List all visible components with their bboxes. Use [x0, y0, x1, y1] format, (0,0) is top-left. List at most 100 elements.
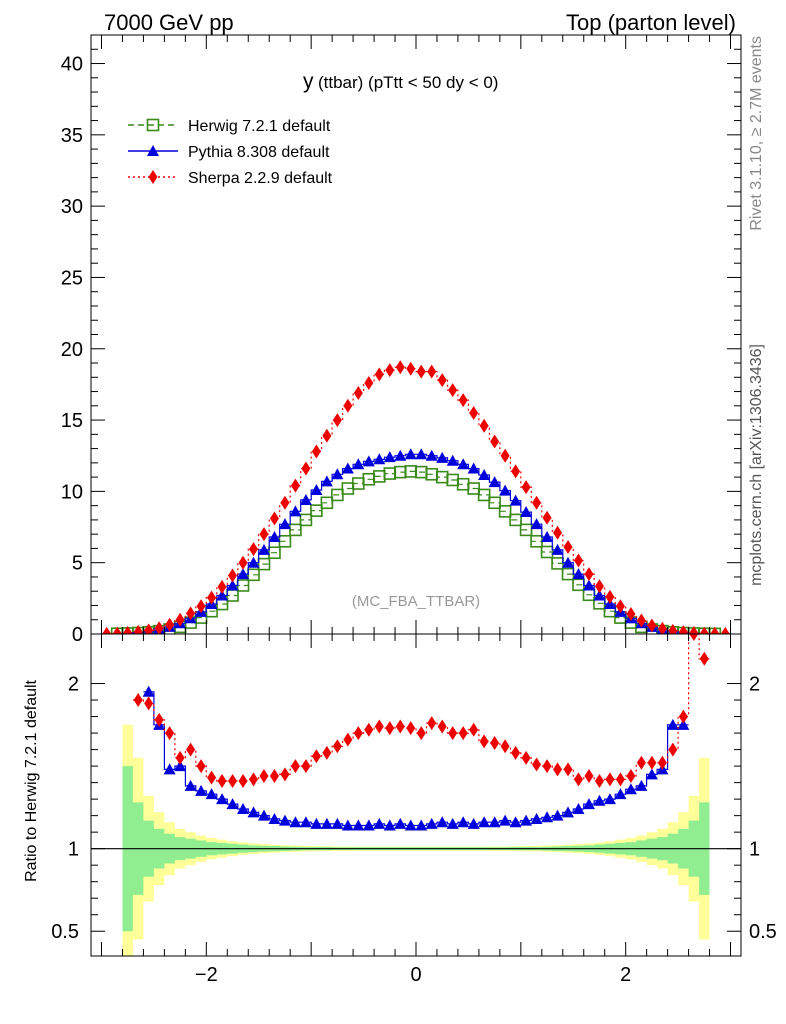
data-point — [488, 476, 501, 488]
data-point — [216, 589, 229, 601]
ratio-point — [427, 716, 437, 731]
legend-entry-1: Pythia 8.308 default — [128, 144, 330, 161]
ratio-point — [341, 819, 354, 831]
ratio-point — [144, 696, 154, 711]
ratio-y-tick-label: 1 — [68, 839, 79, 861]
ratio-point — [425, 817, 438, 829]
ratio-point — [532, 757, 542, 772]
ratio-point — [520, 814, 533, 826]
ratio-point — [563, 762, 573, 777]
y-tick-label: 20 — [61, 339, 83, 361]
ratio-point — [196, 759, 206, 774]
data-point — [196, 599, 206, 614]
data-point — [416, 364, 426, 379]
legend-marker — [147, 145, 159, 156]
ratio-point — [175, 750, 185, 765]
data-point — [520, 506, 533, 518]
y-tick-label: 0 — [72, 624, 83, 646]
data-point — [374, 367, 384, 382]
y-tick-label: 25 — [61, 267, 83, 289]
data-point — [352, 458, 365, 470]
data-point — [593, 589, 606, 601]
ratio-point — [490, 735, 500, 750]
data-point — [458, 393, 468, 408]
data-point — [469, 405, 479, 420]
ratio-point — [154, 712, 164, 727]
ratio-point — [511, 745, 521, 760]
ratio-point — [163, 763, 176, 775]
ratio-point — [278, 814, 291, 826]
ratio-point — [406, 721, 416, 736]
data-point — [720, 626, 730, 634]
ratio-point — [352, 819, 365, 831]
data-point — [710, 626, 720, 634]
data-point — [249, 542, 258, 557]
data-point — [331, 468, 344, 480]
data-point — [540, 545, 554, 559]
data-point — [657, 621, 667, 634]
data-point — [636, 613, 646, 628]
data-point — [427, 364, 437, 379]
ratio-point — [353, 726, 363, 741]
data-point — [467, 462, 480, 474]
ratio-point — [469, 722, 479, 737]
ratio-point — [299, 816, 312, 828]
ratio-point — [383, 819, 396, 831]
data-point — [689, 626, 699, 634]
legend-label: Herwig 7.2.1 default — [188, 118, 331, 135]
ratio-point — [247, 806, 260, 818]
ratio-point — [467, 817, 480, 829]
ratio-point — [479, 734, 489, 749]
ratio-point — [207, 770, 217, 785]
ratio-point — [626, 769, 636, 784]
data-point — [154, 621, 164, 634]
legend-label: Pythia 8.308 default — [188, 144, 330, 161]
data-point — [290, 478, 300, 493]
ratio-point — [373, 817, 386, 829]
ratio-series-0 — [142, 685, 690, 831]
data-point — [112, 626, 122, 634]
data-point — [332, 413, 342, 428]
data-point — [436, 451, 449, 463]
data-point — [299, 493, 312, 505]
ratio-point — [217, 773, 227, 788]
legend-marker — [148, 170, 158, 184]
data-point — [499, 484, 512, 496]
ratio-point — [184, 779, 197, 791]
data-point — [678, 625, 688, 634]
ratio-point — [542, 759, 552, 774]
ratio-point — [404, 819, 417, 831]
data-point — [425, 449, 438, 461]
ratio-point — [541, 811, 554, 823]
data-point — [310, 504, 323, 517]
ratio-point — [228, 773, 238, 788]
ratio-point — [647, 755, 657, 770]
data-point — [647, 618, 657, 633]
ratio-point — [280, 767, 290, 782]
data-point — [584, 567, 594, 582]
ratio-point — [320, 817, 333, 829]
data-point — [563, 540, 573, 555]
data-point — [299, 513, 313, 527]
data-point — [488, 496, 501, 510]
data-point — [437, 373, 447, 388]
data-point — [498, 505, 512, 518]
data-point — [269, 511, 279, 526]
ratio-point — [666, 718, 679, 730]
ratio-point — [226, 798, 239, 810]
ratio-panel: 0.5 0.5 1 1 2 2 −2 0 2 — [51, 633, 777, 986]
x-tick-label: 2 — [620, 964, 631, 986]
data-point — [144, 623, 154, 634]
y-tick-label: 35 — [61, 125, 83, 147]
data-point — [322, 428, 332, 443]
ratio-point — [594, 773, 604, 788]
data-point — [448, 383, 458, 398]
data-point — [289, 505, 302, 517]
data-point — [102, 626, 112, 634]
ratio-point — [689, 634, 699, 641]
ratio-point — [509, 816, 522, 828]
data-point — [605, 589, 615, 604]
data-point — [268, 531, 281, 543]
ratio-point — [395, 719, 405, 734]
ratio-point — [605, 772, 615, 787]
